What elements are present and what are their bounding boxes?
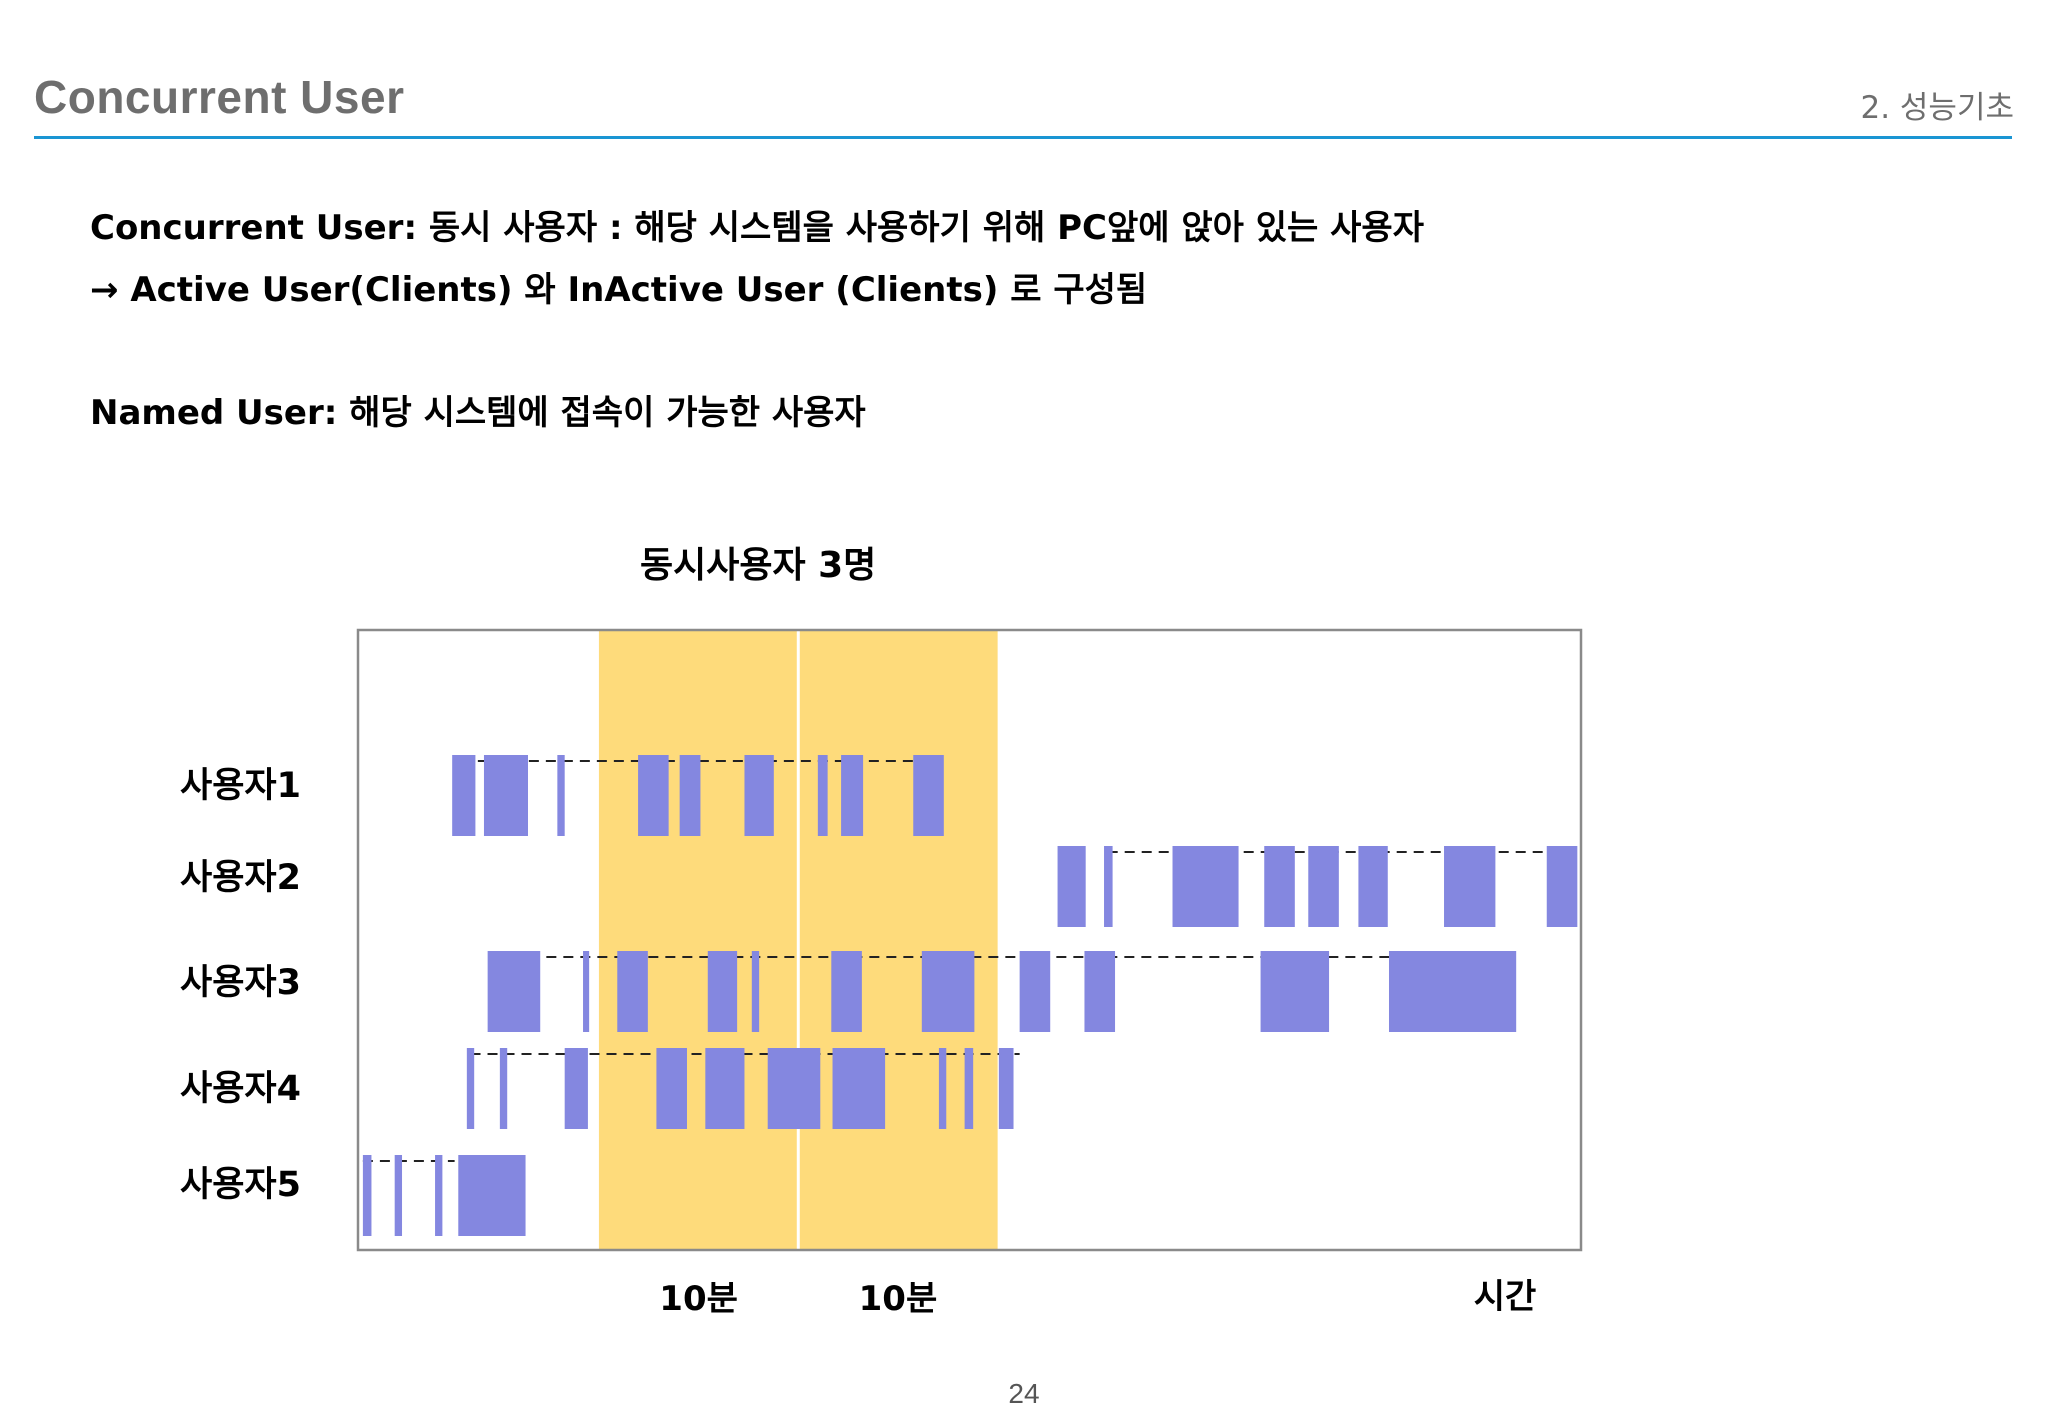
activity-bar: [1388, 951, 1517, 1032]
activity-bar: [817, 755, 828, 836]
section-label: 2. 성능기초: [1860, 90, 2014, 126]
activity-bar: [362, 1155, 372, 1236]
time-window-1: [598, 631, 799, 1250]
activity-bar: [707, 951, 738, 1032]
activity-bar: [964, 1048, 974, 1129]
activity-bar: [831, 951, 862, 1032]
activity-bar: [1260, 951, 1330, 1032]
named-user-definition: Named User: 해당 시스템에 접속이 가능한 사용자: [90, 393, 866, 433]
activity-bar: [1358, 846, 1388, 927]
title-divider: [34, 136, 2012, 139]
activity-bar: [1172, 846, 1239, 927]
activity-bar: [921, 951, 975, 1032]
time-window-2: [798, 631, 998, 1250]
concurrent-user-definition: Concurrent User: 동시 사용자 : 해당 시스템을 사용하기 위…: [90, 208, 1424, 248]
active-inactive-note: → Active User(Clients) 와 InActive User (…: [90, 270, 1148, 310]
activity-bar: [452, 755, 476, 836]
activity-bar: [679, 755, 701, 836]
activity-bar: [458, 1155, 526, 1236]
activity-bar: [617, 951, 648, 1032]
activity-bar: [557, 755, 565, 836]
activity-bar: [638, 755, 669, 836]
user-label-1: 사용자1: [180, 766, 301, 806]
activity-bar: [1019, 951, 1051, 1032]
activity-bar: [1546, 846, 1578, 927]
activity-bar: [1084, 951, 1116, 1032]
activity-bar: [1057, 846, 1086, 927]
activity-bar: [394, 1155, 403, 1236]
activity-bar: [767, 1048, 821, 1129]
activity-bar: [1104, 846, 1113, 927]
chart-frame: [356, 628, 1583, 1252]
slide-title: Concurrent User: [34, 71, 405, 123]
activity-bar: [751, 951, 760, 1032]
activity-bar: [583, 951, 590, 1032]
chart-title: 동시사용자 3명: [640, 545, 877, 586]
activity-bar: [841, 755, 864, 836]
activity-bar: [1264, 846, 1295, 927]
user-label-5: 사용자5: [180, 1165, 301, 1205]
activity-bar: [938, 1048, 947, 1129]
activity-bar: [487, 951, 541, 1032]
activity-bar: [998, 1048, 1014, 1129]
user-label-4: 사용자4: [180, 1069, 301, 1109]
time-window-label-2: 10분: [859, 1279, 938, 1319]
activity-bar: [1444, 846, 1496, 927]
activity-bar: [832, 1048, 886, 1129]
activity-bar: [656, 1048, 687, 1129]
activity-bar: [435, 1155, 443, 1236]
user-label-2: 사용자2: [180, 858, 301, 898]
activity-bar: [744, 755, 774, 836]
activity-bar: [483, 755, 528, 836]
activity-bar: [705, 1048, 745, 1129]
activity-bar: [466, 1048, 475, 1129]
user-label-3: 사용자3: [180, 963, 301, 1003]
activity-bar: [913, 755, 944, 836]
activity-bar: [1308, 846, 1339, 927]
page-number: 24: [1008, 1378, 1040, 1409]
x-axis-label: 시간: [1474, 1277, 1537, 1317]
time-window-label-1: 10분: [659, 1279, 738, 1319]
activity-bar: [499, 1048, 508, 1129]
activity-bar: [564, 1048, 588, 1129]
